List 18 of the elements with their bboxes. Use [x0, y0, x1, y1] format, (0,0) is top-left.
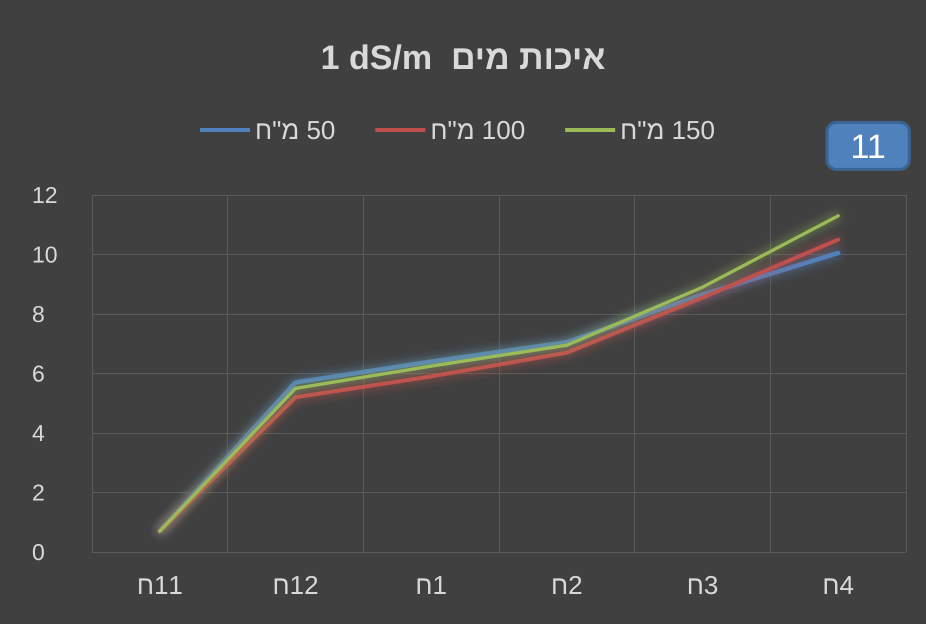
legend-label: 50 מ"ח	[255, 115, 336, 145]
y-tick-label: 10	[32, 242, 58, 268]
y-tick-label: 4	[32, 420, 45, 446]
x-tick-label: 1ח	[415, 570, 447, 600]
x-tick-label: 2ח	[551, 570, 583, 600]
chart-title: 1 dS/m איכות מים	[320, 39, 606, 77]
legend-label: 100 מ"ח	[430, 115, 526, 145]
y-tick-label: 2	[32, 480, 45, 506]
x-tick-label: 11ח	[136, 570, 183, 600]
x-tick-label: 4ח	[822, 570, 854, 600]
y-tick-label: 0	[32, 539, 45, 565]
legend-label: 150 מ"ח	[620, 115, 715, 145]
x-tick-label: 12ח	[272, 570, 319, 600]
x-tick-label: 3ח	[686, 570, 718, 600]
y-tick-label: 12	[32, 182, 58, 208]
y-tick-label: 8	[32, 301, 45, 327]
data-label: 11	[850, 128, 886, 166]
y-tick-label: 6	[32, 360, 45, 386]
